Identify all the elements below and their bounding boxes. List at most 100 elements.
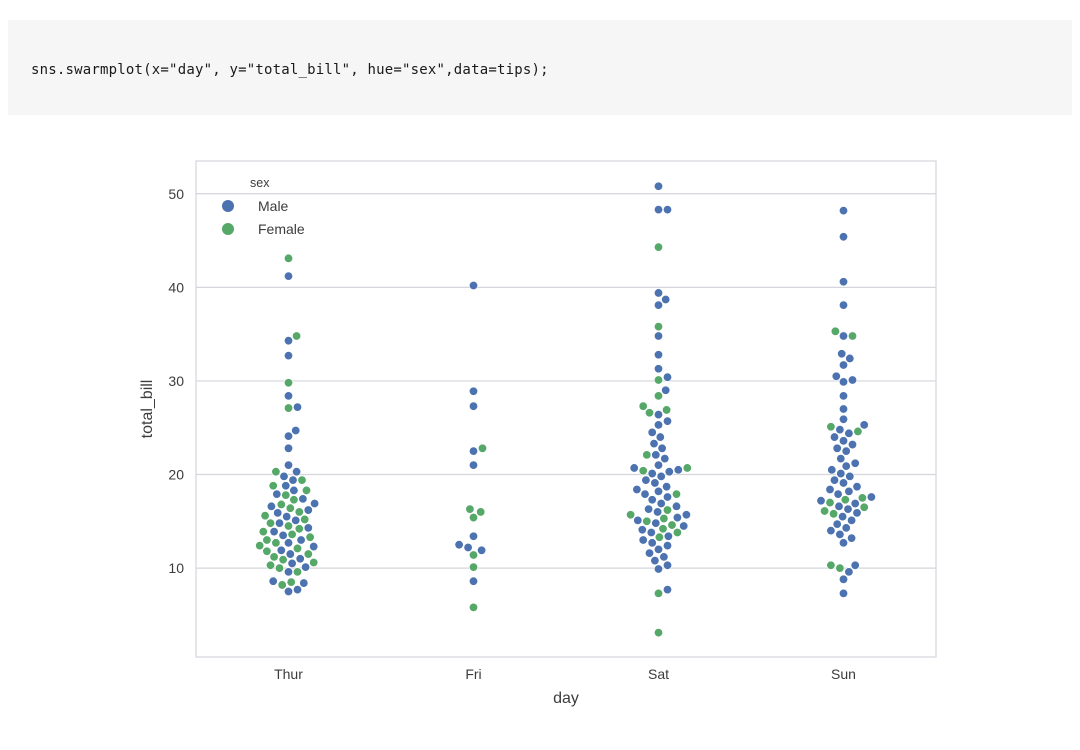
point-male-thur (287, 558, 297, 568)
point-male-sat (653, 364, 663, 374)
point-female-sun (826, 560, 836, 570)
point-male-thur (272, 489, 282, 499)
point-male-sun (843, 504, 853, 514)
point-male-sat (673, 465, 683, 475)
point-male-thur (283, 567, 293, 577)
point-male-thur (276, 545, 286, 555)
point-male-thur (310, 499, 320, 509)
point-male-thur (288, 475, 298, 485)
chart-figure: 10 20 30 40 50 Thur Fri Sat Sun day total_bill sex M… (0, 140, 1080, 740)
legend-title: sex (250, 176, 270, 190)
swarm-plot: 10 20 30 40 50 Thur Fri Sat Sun day total_bill sex M… (139, 160, 937, 707)
x-tick-label: Fri (465, 666, 481, 682)
point-female-sun (857, 493, 867, 503)
point-male-thur (303, 523, 313, 533)
point-male-thur (283, 443, 293, 453)
point-male-thur (301, 562, 311, 572)
point-male-fri (468, 386, 478, 396)
point-male-sat (651, 518, 661, 528)
point-male-sat (662, 372, 672, 382)
code-line: sns.swarmplot(x="day", y="total_bill", h… (31, 62, 549, 78)
point-male-thur (303, 505, 313, 515)
point-male-sun (835, 425, 845, 435)
point-male-sun (852, 482, 862, 492)
point-male-thur (281, 481, 291, 491)
point-female-sat (644, 408, 654, 418)
y-axis-label: total_bill (139, 380, 156, 439)
point-male-sun (841, 461, 851, 471)
point-male-sun (838, 300, 848, 310)
point-male-fri (463, 543, 473, 553)
code-cell[interactable]: sns.swarmplot(x="day", y="total_bill", h… (8, 20, 1072, 115)
point-male-fri (468, 446, 478, 456)
point-male-sun (841, 523, 851, 533)
point-male-sun (838, 588, 848, 598)
point-male-sun (850, 499, 860, 509)
plot-area (195, 160, 937, 658)
point-male-thur (283, 431, 293, 441)
point-male-thur (283, 351, 293, 361)
point-male-sat (649, 439, 659, 449)
legend-marker-female (222, 223, 234, 235)
y-tick-label: 50 (168, 186, 184, 202)
point-female-thur (277, 580, 287, 590)
point-male-sat (671, 501, 681, 511)
point-male-sun (834, 501, 844, 511)
point-male-sun (859, 420, 869, 430)
point-male-sat (664, 467, 674, 477)
point-female-sun (853, 426, 863, 436)
point-male-sun (838, 391, 848, 401)
point-female-thur (260, 511, 270, 521)
point-male-sun (845, 471, 855, 481)
point-male-sat (653, 507, 663, 517)
point-female-sat (682, 463, 692, 473)
point-male-sun (838, 404, 848, 414)
point-male-sat (660, 454, 670, 464)
point-male-sun (852, 508, 862, 518)
point-male-sat (647, 469, 657, 479)
point-male-sun (838, 478, 848, 488)
point-male-sat (653, 544, 663, 554)
point-male-fri (468, 576, 478, 586)
point-male-sun (866, 492, 876, 502)
point-female-fri (465, 504, 475, 514)
point-male-sun (816, 496, 826, 506)
point-male-sat (681, 510, 691, 520)
point-male-sat (656, 471, 666, 481)
point-female-fri (468, 562, 478, 572)
point-male-sat (651, 450, 661, 460)
point-male-sat (661, 295, 671, 305)
point-female-sat (659, 513, 669, 523)
point-female-thur (255, 541, 265, 551)
point-female-sun (859, 502, 869, 512)
point-female-thur (297, 475, 307, 485)
point-female-thur (289, 495, 299, 505)
point-male-sat (632, 484, 642, 494)
point-male-sun (832, 519, 842, 529)
point-male-thur (283, 271, 293, 281)
point-female-thur (281, 490, 291, 500)
point-male-thur (285, 549, 295, 559)
point-male-thur (283, 460, 293, 470)
point-male-sun (836, 469, 846, 479)
point-male-sat (653, 410, 663, 420)
point-male-sun (838, 574, 848, 584)
point-female-thur (294, 524, 304, 534)
point-male-sat (653, 205, 663, 215)
y-tick-label: 40 (168, 279, 184, 295)
point-female-thur (265, 518, 275, 528)
point-male-sat (653, 460, 663, 470)
point-male-sat (662, 416, 672, 426)
point-female-sat (638, 401, 648, 411)
point-male-fri (454, 540, 464, 550)
point-male-sat (637, 525, 647, 535)
point-male-sat (657, 443, 667, 453)
point-female-sat (642, 516, 652, 526)
point-male-sat (653, 564, 663, 574)
point-male-sun (847, 515, 857, 525)
point-female-thur (271, 467, 281, 477)
point-female-thur (283, 378, 293, 388)
point-male-sat (629, 463, 639, 473)
point-male-sat (662, 205, 672, 215)
point-female-sat (653, 375, 663, 385)
